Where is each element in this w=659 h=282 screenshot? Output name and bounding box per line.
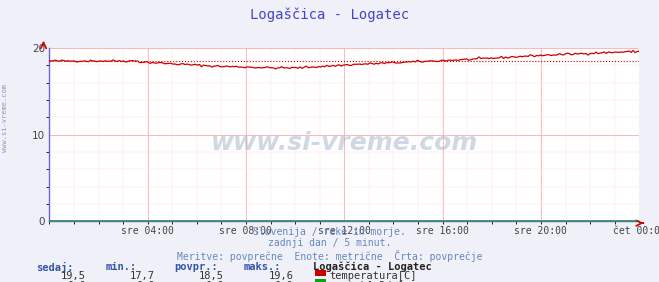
Text: Logaščica - Logatec: Logaščica - Logatec	[250, 7, 409, 21]
Text: zadnji dan / 5 minut.: zadnji dan / 5 minut.	[268, 238, 391, 248]
Text: Meritve: povprečne  Enote: metrične  Črta: povprečje: Meritve: povprečne Enote: metrične Črta:…	[177, 250, 482, 262]
Text: 18,5: 18,5	[199, 271, 224, 281]
Text: pretok[m3/s]: pretok[m3/s]	[330, 281, 405, 282]
Text: 0,0: 0,0	[206, 281, 224, 282]
Text: Slovenija / reke in morje.: Slovenija / reke in morje.	[253, 227, 406, 237]
Text: 17,7: 17,7	[130, 271, 155, 281]
Text: www.si-vreme.com: www.si-vreme.com	[2, 84, 9, 153]
Text: 19,5: 19,5	[61, 271, 86, 281]
Text: www.si-vreme.com: www.si-vreme.com	[211, 131, 478, 155]
Text: povpr.:: povpr.:	[175, 262, 218, 272]
Text: 19,6: 19,6	[268, 271, 293, 281]
Text: maks.:: maks.:	[244, 262, 281, 272]
Text: min.:: min.:	[105, 262, 136, 272]
Text: 0,0: 0,0	[67, 281, 86, 282]
Text: sedaj:: sedaj:	[36, 262, 74, 273]
Text: 0,0: 0,0	[275, 281, 293, 282]
Text: temperatura[C]: temperatura[C]	[330, 271, 417, 281]
Text: Logaščica - Logatec: Logaščica - Logatec	[313, 262, 432, 272]
Text: 0,0: 0,0	[136, 281, 155, 282]
